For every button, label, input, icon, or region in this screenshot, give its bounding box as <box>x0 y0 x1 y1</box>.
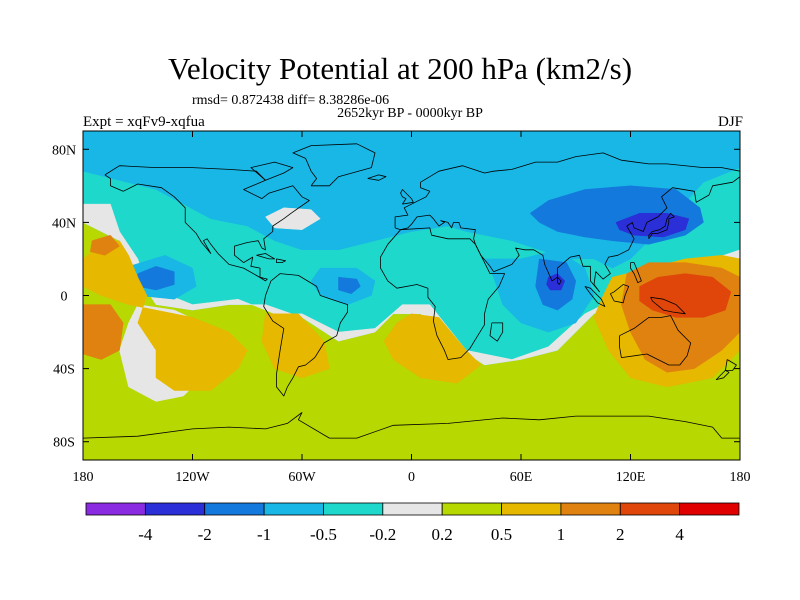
coastline-borneo <box>610 284 630 304</box>
period-text: 2652kyr BP - 0000kyr BP <box>337 106 483 121</box>
coastline-north-america <box>104 165 310 282</box>
colorbar-label: -2 <box>198 525 212 544</box>
contour-region-18 <box>83 304 124 360</box>
contour-region-15 <box>261 313 330 379</box>
lat-tick-label: 40N <box>52 216 76 231</box>
lat-tick-label: 0 <box>61 290 68 305</box>
colorbar-label: 4 <box>675 525 684 544</box>
coastline-australia <box>619 315 692 366</box>
contour-region-13 <box>265 207 321 230</box>
colorbar-label: 0.2 <box>432 525 453 544</box>
colorbar-swatch <box>679 502 740 516</box>
colorbar-label: -0.5 <box>310 525 337 544</box>
lon-tick-label: 120E <box>616 470 646 485</box>
contour-region-11 <box>615 213 690 238</box>
lon-tick-label: 60W <box>288 470 316 485</box>
contour-region-14 <box>83 240 248 391</box>
coastline-philippines <box>630 262 642 284</box>
experiment-label: Expt = xqFv9-xqfua <box>83 114 205 130</box>
coastline-great-britain <box>400 189 414 205</box>
colorbar-swatch <box>501 502 562 516</box>
colorbar-swatch <box>382 502 443 516</box>
coastline-sumatra <box>584 286 606 307</box>
lon-tick-label: 0 <box>408 470 415 485</box>
contour-region-10 <box>338 276 361 294</box>
contour-region-21 <box>639 273 732 318</box>
colorbar-swatch <box>619 502 681 516</box>
colorbar-swatch <box>441 502 502 516</box>
chart-title: Velocity Potential at 200 hPa (km2/s) <box>167 51 633 86</box>
colorbar-label: 0.5 <box>491 525 512 544</box>
colorbar-label: -4 <box>138 525 153 544</box>
season-label: DJF <box>717 114 743 130</box>
colorbar-label: 1 <box>557 525 566 544</box>
colorbar-label: -0.2 <box>369 525 396 544</box>
coastline-japan <box>648 212 675 240</box>
lat-tick-label: 80S <box>53 436 75 451</box>
coastline-new-zealand-south <box>715 370 730 381</box>
colorbar-swatch <box>263 502 324 516</box>
colorbar-swatch <box>560 502 621 516</box>
contour-region-16 <box>383 313 482 384</box>
lat-tick-label: 80N <box>52 143 76 158</box>
lon-tick-label: 180 <box>73 470 94 485</box>
lon-tick-label: 120W <box>175 470 210 485</box>
colorbar-swatch <box>323 502 384 516</box>
lon-tick-label: 180 <box>730 470 751 485</box>
lat-tick-label: 40S <box>53 363 75 378</box>
colorbar-swatch <box>204 502 265 516</box>
coastline-south-america <box>263 273 349 397</box>
contour-region-19 <box>90 234 120 256</box>
colorbar-swatch <box>85 502 146 516</box>
colorbar-swatch <box>144 502 206 516</box>
coastline-antarctica <box>83 412 740 439</box>
coastline-cuba <box>256 253 276 260</box>
coastline-eurasia <box>394 152 740 293</box>
coastline-iceland <box>367 174 387 181</box>
coastline-sri-lanka <box>557 276 562 285</box>
coastline-madagascar <box>489 322 504 342</box>
coastline-new-zealand <box>725 359 737 371</box>
colorbar-label: 2 <box>616 525 625 544</box>
stats-text: rmsd= 0.872438 diff= 8.38286e-06 <box>192 93 390 108</box>
colorbar: -4 -2 -1 -0.5 -0.2 0.2 0.5 1 2 4 <box>85 502 740 544</box>
map-area <box>83 131 740 460</box>
contour-region-1 <box>83 203 740 366</box>
coastline-africa <box>380 227 506 360</box>
colorbar-label: -1 <box>257 525 271 544</box>
coastline-new-guinea <box>650 296 686 315</box>
lon-tick-label: 60E <box>510 470 533 485</box>
coastline-hispaniola <box>276 258 287 264</box>
coastline-baffin <box>250 161 294 181</box>
coastline-greenland <box>292 143 376 187</box>
